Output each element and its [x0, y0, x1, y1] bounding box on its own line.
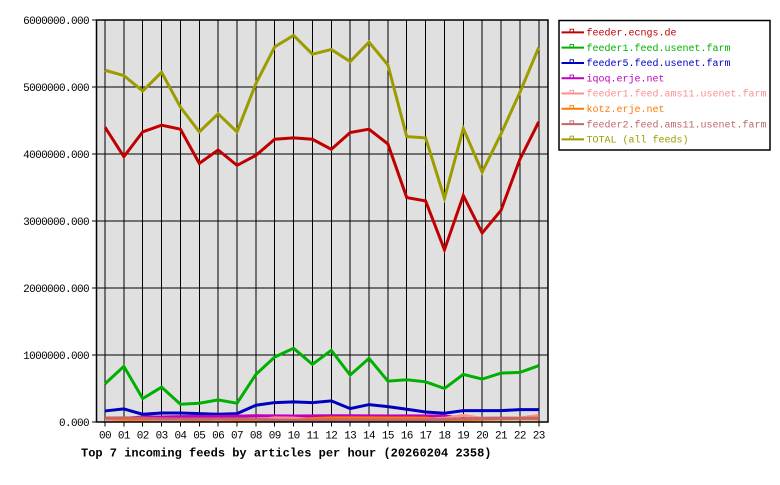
svg-text:11: 11: [306, 431, 319, 443]
svg-text:1000000.000: 1000000.000: [23, 351, 89, 363]
svg-text:0.000: 0.000: [59, 418, 89, 430]
svg-text:5000000.000: 5000000.000: [23, 83, 89, 95]
svg-text:4000000.000: 4000000.000: [23, 150, 89, 162]
svg-text:feeder.ecngs.de: feeder.ecngs.de: [587, 28, 677, 40]
svg-text:6000000.000: 6000000.000: [23, 16, 89, 28]
svg-text:2000000.000: 2000000.000: [23, 284, 89, 296]
svg-text:02: 02: [137, 431, 149, 443]
svg-text:10: 10: [288, 431, 300, 443]
svg-text:00: 00: [99, 431, 111, 443]
svg-text:20: 20: [476, 431, 488, 443]
svg-text:22: 22: [514, 431, 526, 443]
svg-text:17: 17: [420, 431, 432, 443]
svg-text:09: 09: [269, 431, 281, 443]
svg-text:14: 14: [363, 431, 376, 443]
svg-text:19: 19: [457, 431, 469, 443]
svg-text:12: 12: [325, 431, 337, 443]
svg-text:feeder1.feed.usenet.farm: feeder1.feed.usenet.farm: [587, 43, 731, 55]
svg-text:15: 15: [382, 431, 394, 443]
svg-text:16: 16: [401, 431, 413, 443]
svg-text:18: 18: [438, 431, 450, 443]
svg-text:01: 01: [118, 431, 131, 443]
svg-text:feeder1.feed.ams11.usenet.farm: feeder1.feed.ams11.usenet.farm: [587, 89, 767, 101]
svg-text:23: 23: [533, 431, 545, 443]
svg-text:03: 03: [156, 431, 168, 443]
svg-text:08: 08: [250, 431, 262, 443]
svg-text:iqoq.erje.net: iqoq.erje.net: [587, 73, 665, 85]
svg-text:21: 21: [495, 431, 508, 443]
svg-text:feeder5.feed.usenet.farm: feeder5.feed.usenet.farm: [587, 58, 731, 70]
svg-text:feeder2.feed.ams11.usenet.farm: feeder2.feed.ams11.usenet.farm: [587, 119, 767, 131]
svg-text:13: 13: [344, 431, 356, 443]
svg-text:04: 04: [174, 431, 187, 443]
svg-text:TOTAL (all feeds): TOTAL (all feeds): [587, 135, 689, 147]
svg-text:kotz.erje.net: kotz.erje.net: [587, 104, 665, 116]
svg-text:3000000.000: 3000000.000: [23, 217, 89, 229]
svg-text:06: 06: [212, 431, 224, 443]
svg-text:05: 05: [193, 431, 205, 443]
svg-text:Top 7 incoming feeds by articl: Top 7 incoming feeds by articles per hou…: [81, 447, 491, 461]
svg-text:07: 07: [231, 431, 243, 443]
